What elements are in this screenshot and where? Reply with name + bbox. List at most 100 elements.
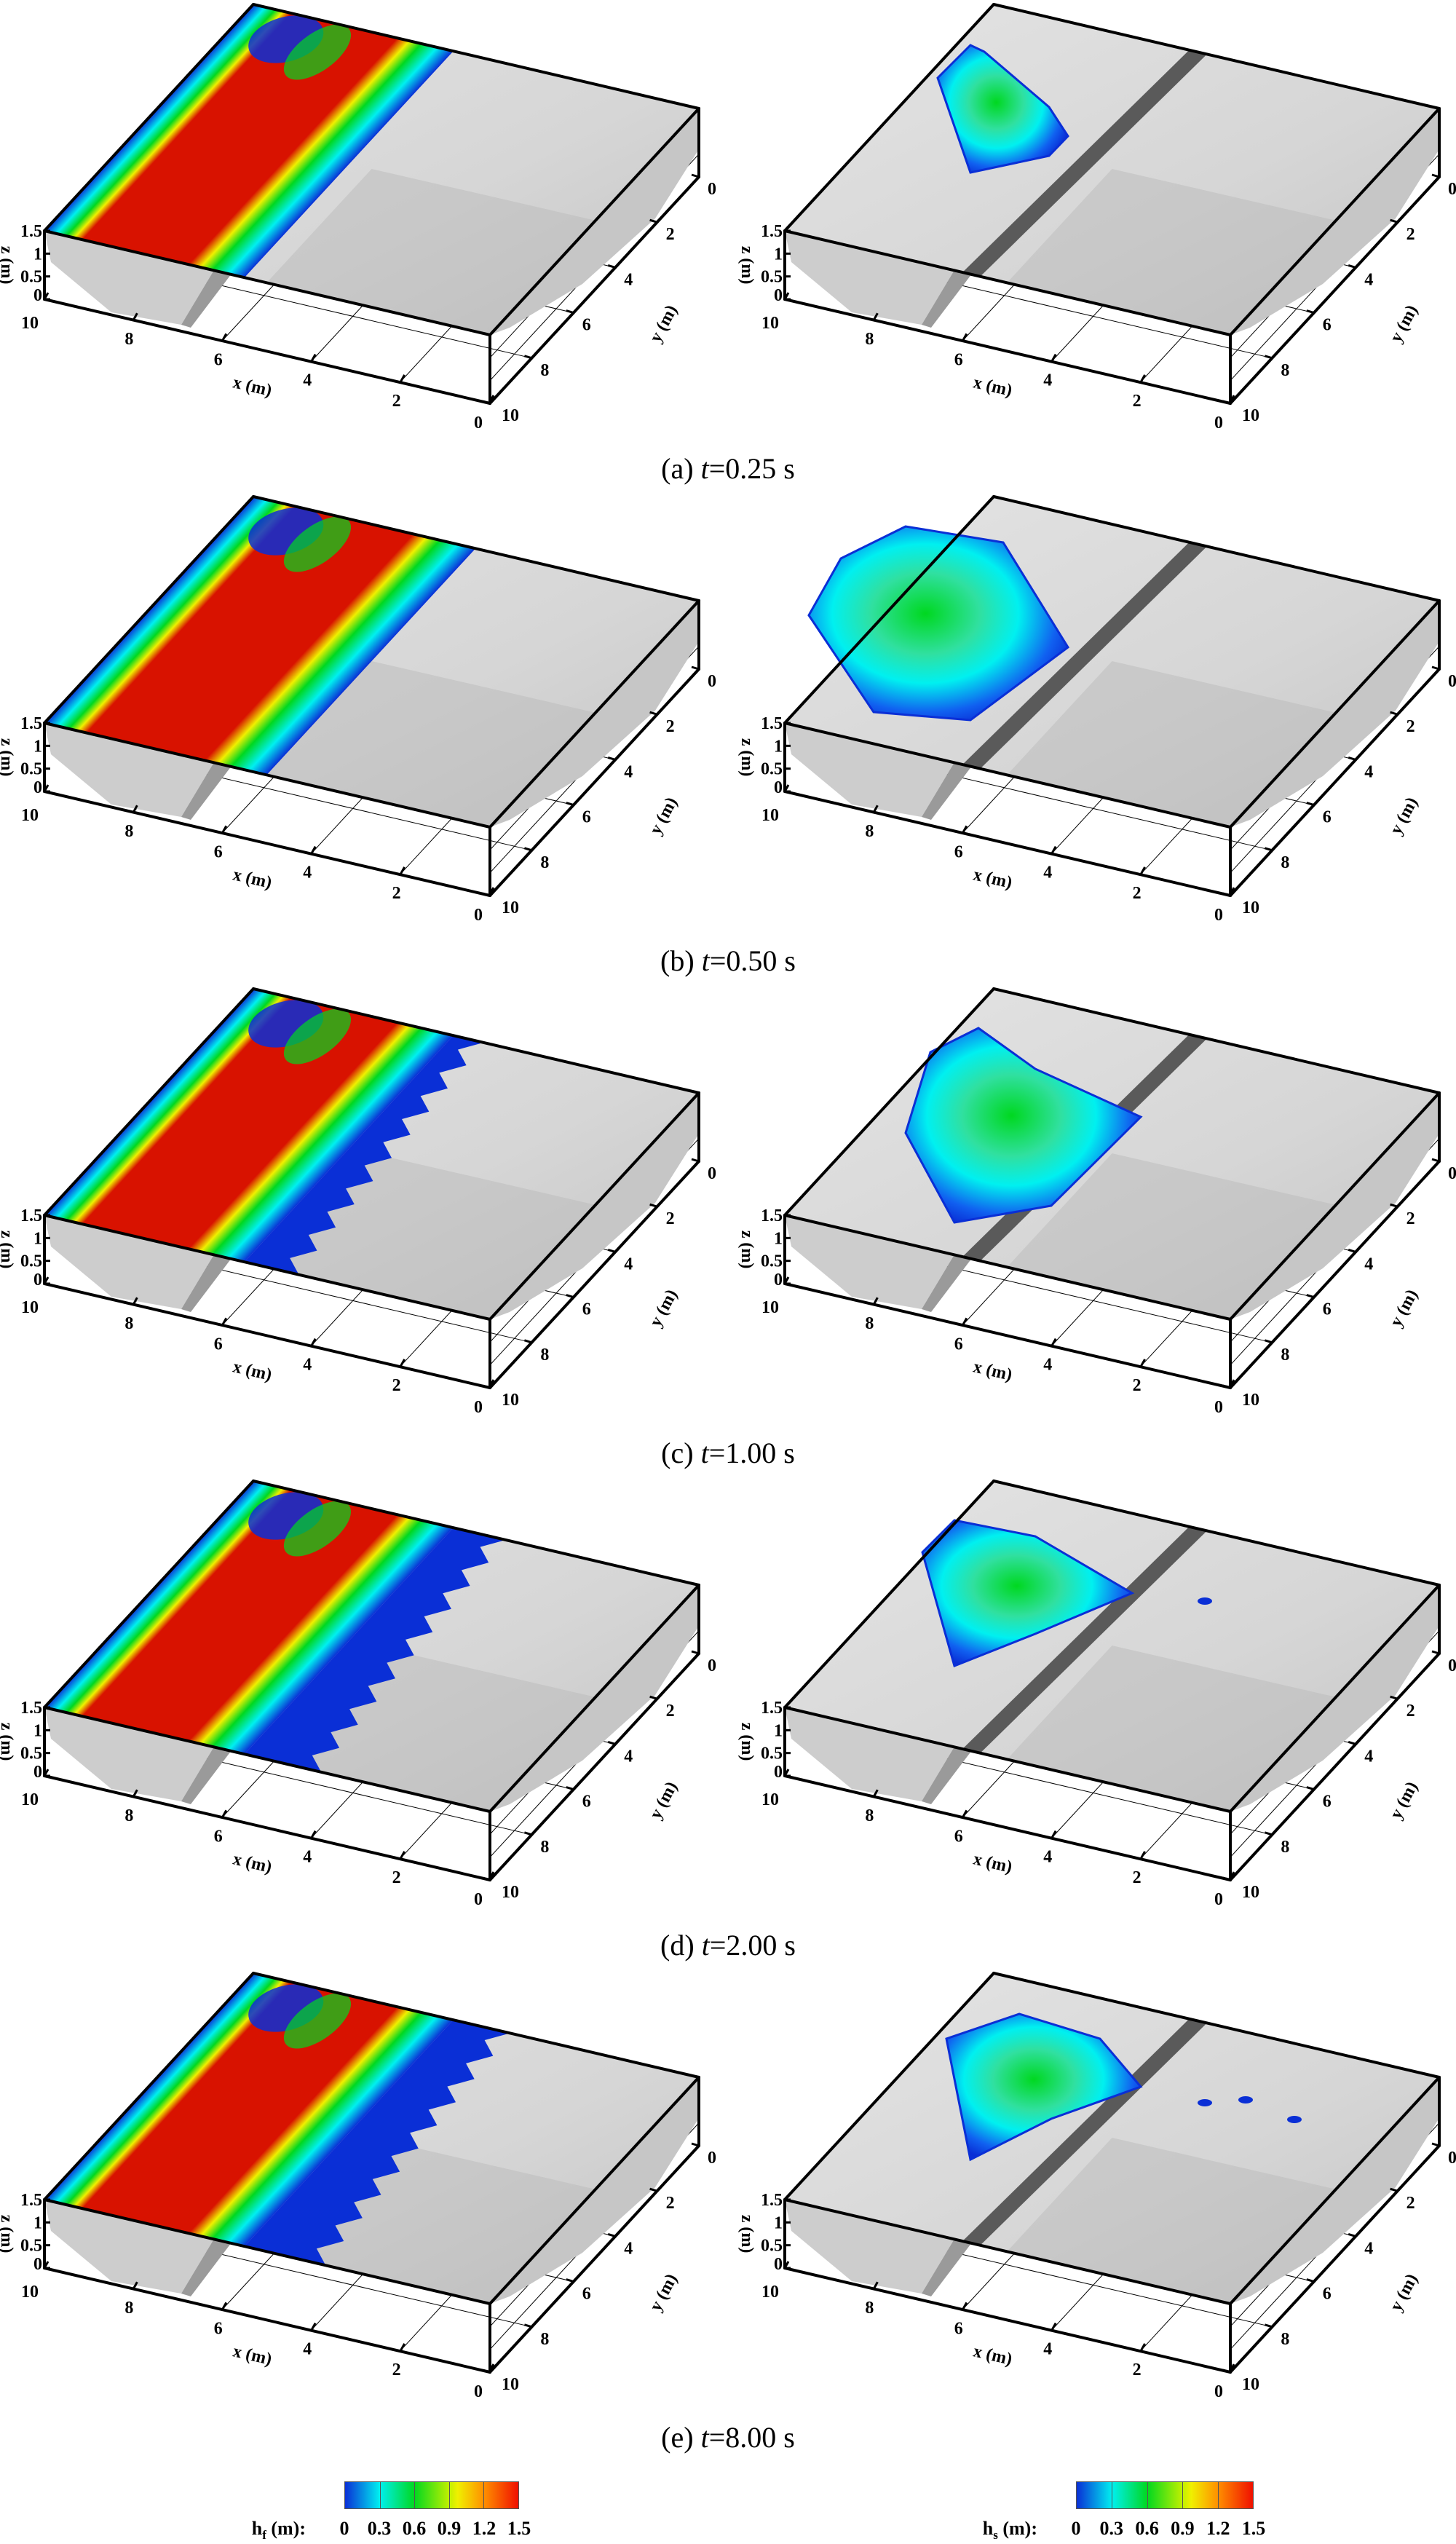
- channel-edge-layer: [962, 1526, 1208, 1753]
- x-tick-label: 8: [865, 330, 874, 349]
- z-axis-title: z (m): [737, 246, 756, 285]
- z-axis-title: z (m): [0, 2215, 16, 2253]
- time-value: =2.00 s: [709, 1929, 796, 1962]
- y-tick-mark: [482, 892, 491, 897]
- x-tick-mark: [488, 395, 495, 403]
- y-tick-label: 0: [1448, 672, 1456, 691]
- box-edge: [43, 722, 491, 829]
- axis-box: [43, 1972, 700, 2374]
- z-axis-title: z (m): [0, 246, 16, 285]
- fluid-depth-layer: [44, 1973, 512, 2264]
- z-tick-label: 0: [774, 2255, 783, 2274]
- z-tick-label: 0: [774, 778, 783, 797]
- y-tick-label: 0: [1448, 1164, 1456, 1183]
- panel-label: (c): [661, 1437, 694, 1469]
- x-tick-mark: [1051, 1338, 1057, 1346]
- box-edge: [43, 1972, 255, 2201]
- box-edge: [783, 229, 1232, 336]
- y-tick-label: 10: [1242, 1391, 1259, 1410]
- x-tick-mark: [488, 887, 495, 895]
- x-tick-mark: [962, 1317, 968, 1326]
- colorbar-tick-label: 0.9: [1171, 2518, 1195, 2539]
- colorbar-symbol: h: [982, 2518, 994, 2539]
- x-tick-label: 6: [954, 842, 963, 861]
- box-edge: [488, 107, 700, 336]
- time-symbol: t: [701, 944, 710, 977]
- x-tick-label: 0: [474, 1398, 483, 1417]
- x-tick-label: 10: [761, 806, 779, 825]
- y-tick-label: 2: [666, 225, 675, 244]
- solid-phase-blob: [807, 525, 1069, 722]
- channel-slope: [785, 2200, 954, 2294]
- x-tick-mark: [1051, 845, 1057, 854]
- colorbar: [344, 2481, 519, 2509]
- z-tick-label: 0.5: [20, 2237, 42, 2256]
- box-edge: [783, 1214, 1232, 1321]
- y-tick-mark: [1264, 847, 1273, 852]
- colorbar-tick-label: 0.6: [402, 2518, 427, 2539]
- z-tick-label: 0: [33, 1271, 42, 1289]
- z-tick-label: 1.5: [20, 714, 42, 733]
- box-edge: [488, 1160, 700, 1389]
- y-tick-label: 4: [1364, 1255, 1373, 1273]
- colorbar-divider: [448, 2482, 450, 2508]
- channel-slope: [785, 231, 954, 325]
- box-edge: [783, 2267, 1232, 2374]
- y-tick-mark: [482, 1876, 491, 1881]
- time-value: =0.50 s: [709, 944, 796, 977]
- axis-box: [43, 3, 700, 405]
- x-tick-mark: [1229, 887, 1235, 895]
- z-tick-label: 1.5: [761, 222, 783, 241]
- box-edge: [43, 2198, 491, 2305]
- colorbar-label: hs (m):: [892, 2518, 1037, 2543]
- panel-label: (b): [660, 944, 695, 977]
- box-edge: [252, 495, 700, 602]
- y-tick-mark: [566, 1786, 574, 1791]
- y-tick-mark: [1306, 1786, 1315, 1791]
- box-edge: [783, 1706, 1232, 1813]
- y-tick-label: 0: [708, 180, 716, 199]
- z-tick-label: 1: [774, 1229, 783, 1248]
- y-tick-label: 4: [1364, 2239, 1373, 2258]
- box-edge: [1229, 2076, 1441, 2305]
- x-tick-label: 4: [1043, 2340, 1052, 2359]
- panel-caption: (a) t=0.25 s: [0, 451, 1456, 486]
- y-tick-label: 6: [582, 2285, 591, 2304]
- y-tick-label: 2: [666, 1209, 675, 1228]
- fluid-depth-layer: [44, 989, 486, 1274]
- box-edge: [783, 3, 995, 232]
- channel-slope: [785, 723, 954, 817]
- x-tick-mark: [400, 1851, 405, 1859]
- channel-slope: [785, 1707, 954, 1801]
- z-tick-label: 0.5: [761, 1252, 783, 1271]
- x-tick-label: 10: [761, 1298, 779, 1317]
- y-tick-label: 0: [708, 1164, 716, 1183]
- box-edge: [252, 3, 700, 110]
- x-tick-label: 4: [303, 1848, 312, 1867]
- y-axis-title: y (m): [646, 1287, 681, 1330]
- x-tick-label: 0: [474, 906, 483, 925]
- box-edge: [783, 1774, 1232, 1881]
- x-tick-mark: [873, 805, 879, 813]
- x-tick-mark: [1140, 1851, 1146, 1859]
- box-edge: [992, 987, 1441, 1094]
- colorbar-subscript: s: [993, 2528, 998, 2543]
- z-tick-label: 1.5: [761, 714, 783, 733]
- x-tick-mark: [132, 1789, 138, 1797]
- x-tick-label: 0: [1214, 1398, 1223, 1417]
- time-symbol: t: [700, 1437, 709, 1469]
- box-edge: [488, 175, 700, 405]
- x-tick-mark: [221, 825, 228, 834]
- y-axis-title: y (m): [1387, 794, 1422, 838]
- channel-edge-layer: [962, 50, 1208, 277]
- x-tick-label: 4: [303, 2340, 312, 2359]
- x-tick-mark: [962, 825, 968, 834]
- y-tick-mark: [566, 2278, 574, 2283]
- z-tick-label: 0: [774, 1271, 783, 1289]
- solid-phase-spot: [1287, 2116, 1302, 2123]
- box-edge: [1229, 1160, 1441, 1389]
